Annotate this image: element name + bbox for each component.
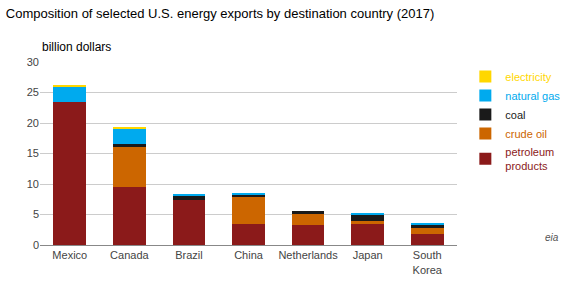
svg-text:petroleumproducts: petroleumproducts <box>505 146 554 172</box>
svg-text:coal: coal <box>505 109 525 121</box>
svg-text:China: China <box>234 249 264 261</box>
svg-text:10: 10 <box>27 178 39 190</box>
svg-text:crude oil: crude oil <box>505 128 547 140</box>
svg-text:Canada: Canada <box>110 249 149 261</box>
svg-text:billion dollars: billion dollars <box>42 40 111 54</box>
svg-text:Brazil: Brazil <box>175 249 203 261</box>
svg-text:5: 5 <box>33 208 39 220</box>
svg-text:Composition of selected U.S. e: Composition of selected U.S. energy expo… <box>6 6 435 21</box>
svg-text:15: 15 <box>27 147 39 159</box>
svg-text:Netherlands: Netherlands <box>278 249 338 261</box>
svg-text:Mexico: Mexico <box>52 249 87 261</box>
svg-text:0: 0 <box>33 239 39 251</box>
svg-text:eia: eia <box>545 232 559 243</box>
svg-text:20: 20 <box>27 117 39 129</box>
svg-text:electricity: electricity <box>505 71 551 83</box>
svg-text:25: 25 <box>27 86 39 98</box>
svg-text:SouthKorea: SouthKorea <box>413 249 443 275</box>
svg-text:Japan: Japan <box>353 249 383 261</box>
svg-text:30: 30 <box>27 56 39 68</box>
svg-text:natural gas: natural gas <box>505 90 560 102</box>
